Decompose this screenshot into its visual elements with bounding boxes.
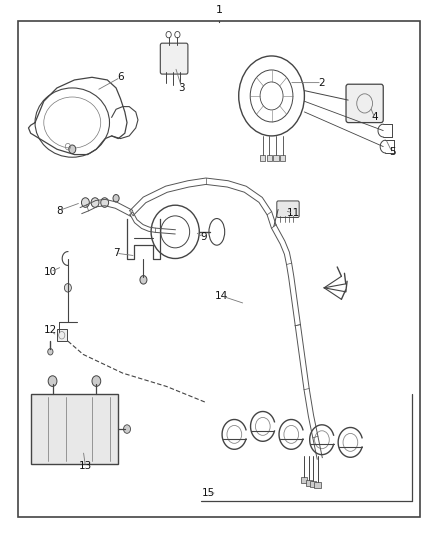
Bar	[260, 155, 265, 161]
Circle shape	[81, 198, 89, 207]
FancyBboxPatch shape	[160, 43, 188, 74]
Text: 8: 8	[56, 206, 63, 215]
FancyBboxPatch shape	[346, 84, 383, 123]
Text: 12: 12	[44, 326, 57, 335]
Bar	[57, 329, 67, 341]
Bar	[267, 155, 272, 161]
Text: 11: 11	[287, 208, 300, 218]
Circle shape	[101, 198, 109, 207]
Text: 7: 7	[113, 248, 120, 258]
Text: 14: 14	[215, 291, 228, 301]
Bar	[280, 155, 285, 161]
Text: 10: 10	[44, 267, 57, 277]
Text: 5: 5	[389, 147, 396, 157]
Text: 6: 6	[117, 72, 124, 82]
Circle shape	[124, 425, 131, 433]
Circle shape	[48, 349, 53, 355]
Bar	[31, 394, 118, 464]
Bar	[310, 481, 316, 487]
Text: 15: 15	[201, 488, 215, 498]
Text: 4: 4	[371, 112, 378, 122]
Text: 13: 13	[79, 462, 92, 471]
Circle shape	[92, 376, 101, 386]
Text: 3: 3	[178, 83, 185, 93]
Bar	[273, 155, 279, 161]
Bar	[306, 480, 312, 486]
Circle shape	[48, 376, 57, 386]
Circle shape	[91, 198, 99, 207]
Bar	[314, 482, 321, 488]
Bar	[301, 477, 307, 483]
Circle shape	[64, 284, 71, 292]
Circle shape	[69, 145, 76, 154]
Text: 1: 1	[215, 5, 223, 15]
Text: 2: 2	[318, 78, 325, 87]
FancyBboxPatch shape	[277, 201, 299, 217]
Circle shape	[113, 195, 119, 202]
Circle shape	[140, 276, 147, 284]
Text: 9: 9	[200, 232, 207, 242]
